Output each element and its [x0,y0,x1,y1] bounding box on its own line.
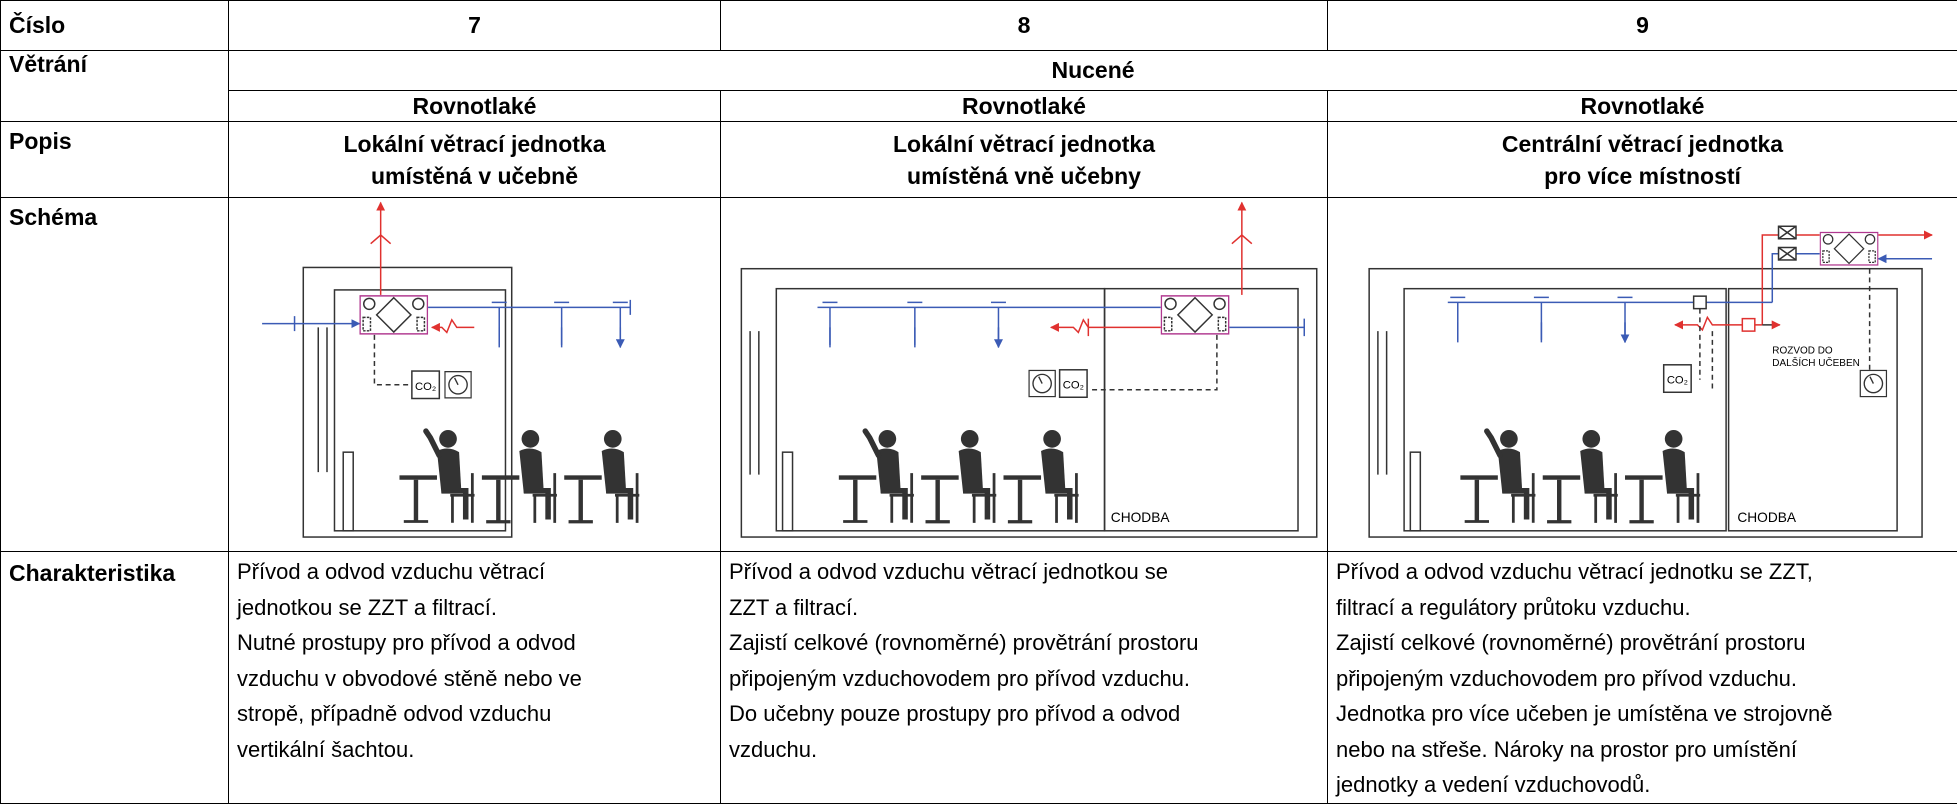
characteristics-line: Do učebny pouze prostupy pro přívod a od… [729,696,1319,732]
characteristics-line: připojeným vzduchovodem pro přívod vzduc… [729,661,1319,697]
column-number: 9 [1328,1,1957,51]
characteristics-line: připojeným vzduchovodem pro přívod vzduc… [1336,661,1949,697]
characteristics-line: Přívod a odvod vzduchu větrací [237,554,712,590]
description-line: pro více místností [1336,160,1949,192]
description-line: umístěná v učebně [237,160,712,192]
characteristics: Přívod a odvod vzduchu větrací jednotkou… [721,552,1328,804]
description-line: umístěná vně učebny [729,160,1319,192]
characteristics-line: jednotky a vedení vzduchovodů. [1336,767,1949,803]
ventilation-type: Rovnotlaké [229,91,721,122]
row-scheme: Schéma [1,198,1957,552]
row-label: Charakteristika [1,552,229,804]
scheme-cell [721,198,1328,552]
ventilation-type: Rovnotlaké [1328,91,1957,122]
row-characteristics: Charakteristika Přívod a odvod vzduchu v… [1,552,1957,804]
characteristics-line: stropě, případně odvod vzduchu [237,696,712,732]
column-number: 7 [229,1,721,51]
row-label: Schéma [1,198,229,552]
ventilation-value: Nucené [229,51,1957,91]
description-line: Lokální větrací jednotka [237,128,712,160]
characteristics-line: Zajistí celkové (rovnoměrné) provětrání … [1336,625,1949,661]
scheme-cell [229,198,721,552]
scheme-cell [1328,198,1957,552]
characteristics-line: nebo na střeše. Nároky na prostor pro um… [1336,732,1949,768]
characteristics-line: vertikální šachtou. [237,732,712,768]
column-number: 8 [721,1,1328,51]
row-ventilation: Větrání Nucené [1,51,1957,91]
row-number: Číslo 7 8 9 [1,1,1957,51]
row-label: Popis [1,122,229,198]
characteristics-line: Zajistí celkové (rovnoměrné) provětrání … [729,625,1319,661]
description-line: Lokální větrací jednotka [729,128,1319,160]
characteristics-line: ZZT a filtrací. [729,590,1319,626]
row-type: Rovnotlaké Rovnotlaké Rovnotlaké [1,91,1957,122]
characteristics-line: Přívod a odvod vzduchu větrací jednotkou… [729,554,1319,590]
characteristics-line: jednotkou se ZZT a filtrací. [237,590,712,626]
characteristics: Přívod a odvod vzduchu větrací jednotku … [1328,552,1957,804]
characteristics-line: vzduchu. [729,732,1319,768]
characteristics-line: filtrací a regulátory průtoku vzduchu. [1336,590,1949,626]
description-line: Centrální větrací jednotka [1336,128,1949,160]
row-label: Číslo [1,1,229,51]
characteristics-line: Přívod a odvod vzduchu větrací jednotku … [1336,554,1949,590]
ventilation-type: Rovnotlaké [721,91,1328,122]
row-label: Větrání [1,51,229,122]
characteristics-line: Nutné prostupy pro přívod a odvod [237,625,712,661]
characteristics-line: vzduchu v obvodové stěně nebo ve [237,661,712,697]
characteristics-line: Jednotka pro více učeben je umístěna ve … [1336,696,1949,732]
